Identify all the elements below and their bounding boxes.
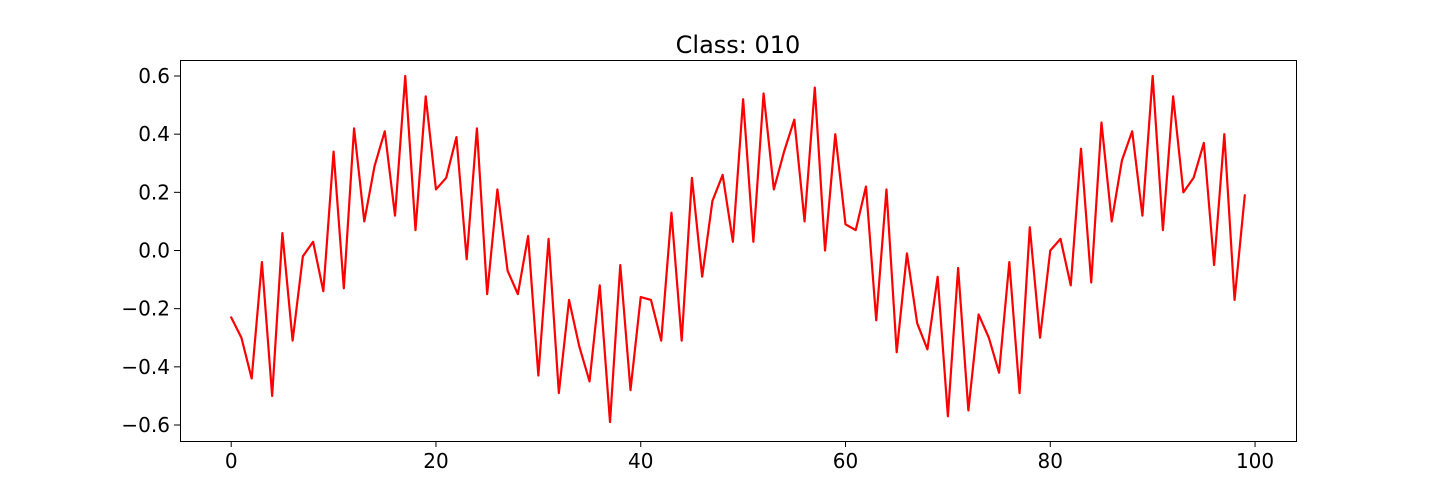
x-tick-label: 100 xyxy=(1236,449,1274,473)
x-tick-label: 40 xyxy=(628,449,653,473)
x-tick-label: 80 xyxy=(1038,449,1063,473)
x-tick-label: 0 xyxy=(225,449,238,473)
series-line-signal xyxy=(230,74,1246,424)
x-tick-label: 60 xyxy=(833,449,858,473)
y-tick-label: −0.4 xyxy=(121,355,170,379)
y-tick-label: 0.6 xyxy=(138,64,170,88)
plot-frame xyxy=(180,60,1297,442)
plot-series xyxy=(230,74,1246,424)
y-axis: 0.6 0.4 0.2 0.0 −0.2 −0.4 −0.6 xyxy=(121,64,180,437)
y-tick-label: −0.2 xyxy=(121,297,170,321)
x-tick-label: 20 xyxy=(423,449,448,473)
x-axis: 0 20 40 60 80 100 xyxy=(225,441,1274,473)
y-tick-label: 0.0 xyxy=(138,239,170,263)
y-tick-label: 0.4 xyxy=(138,122,170,146)
y-tick-label: 0.2 xyxy=(138,180,170,204)
chart-title: Class: 010 xyxy=(676,31,801,59)
y-tick-label: −0.6 xyxy=(121,413,170,437)
